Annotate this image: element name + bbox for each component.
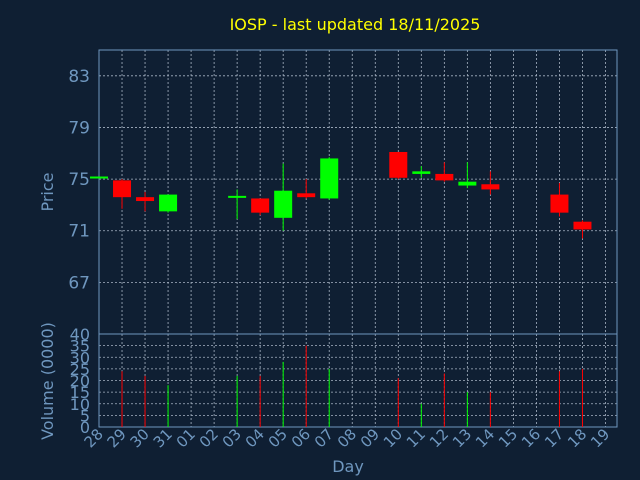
x-axis-ticks: 2829303101020304050607080910111213141516… (81, 425, 614, 451)
price-grid (98, 50, 617, 334)
candle (251, 198, 270, 216)
candle-body (113, 180, 132, 198)
candle-body (481, 184, 500, 190)
price-tick-label: 83 (68, 67, 90, 87)
candle-body (435, 173, 454, 181)
candle-body (159, 194, 178, 212)
volume-tick-label: 25 (70, 360, 90, 379)
candle-body (274, 190, 293, 218)
candle (113, 179, 132, 209)
candle-body (251, 198, 270, 213)
volume-tick-label: 40 (70, 325, 90, 344)
price-panel-frame (98, 49, 618, 335)
candle-body (320, 158, 339, 199)
candle (228, 189, 247, 220)
volume-tick-label: 15 (70, 383, 90, 402)
volume-panel-frame (98, 333, 618, 428)
price-tick-label: 67 (68, 273, 90, 293)
volume-tick-label: 10 (70, 395, 90, 414)
candle-body (136, 197, 155, 202)
price-axis-label: Price (38, 172, 57, 211)
candle (90, 176, 108, 179)
candle (412, 166, 431, 178)
candle-body (228, 195, 247, 198)
candlestick-series (90, 151, 592, 239)
volume-tick-label: 5 (80, 406, 90, 425)
volume-bars (121, 345, 583, 427)
price-tick-label: 71 (68, 222, 90, 242)
candle (573, 220, 592, 239)
candle-body (90, 176, 108, 179)
price-tick-label: 79 (68, 118, 90, 138)
x-tick-label: 19 (587, 425, 613, 451)
price-tick-label: 75 (68, 170, 90, 190)
candle-body (297, 193, 316, 198)
candle (297, 179, 316, 199)
candle-body (412, 171, 431, 174)
candle (435, 162, 454, 182)
candle (550, 182, 569, 217)
candle (481, 171, 500, 195)
volume-tick-label: 0 (80, 418, 90, 437)
candle-body (573, 221, 592, 230)
candle-body (389, 151, 408, 178)
candle (159, 194, 178, 213)
candle (274, 163, 293, 231)
volume-tick-label: 30 (70, 348, 90, 367)
candle (458, 162, 477, 189)
price-y-ticks: 83 79 75 71 67 (68, 67, 90, 294)
volume-tick-label: 20 (70, 372, 90, 391)
volume-tick-label: 35 (70, 337, 90, 356)
chart-title: IOSP - last updated 18/11/2025 (230, 15, 481, 34)
candle (389, 151, 408, 180)
candle-body (458, 181, 477, 186)
x-axis-label: Day (332, 457, 364, 476)
candle (136, 192, 155, 212)
volume-axis-label: Volume (0000) (38, 322, 57, 440)
candle (320, 157, 339, 200)
volume-grid (98, 333, 617, 428)
candle-body (550, 194, 569, 213)
